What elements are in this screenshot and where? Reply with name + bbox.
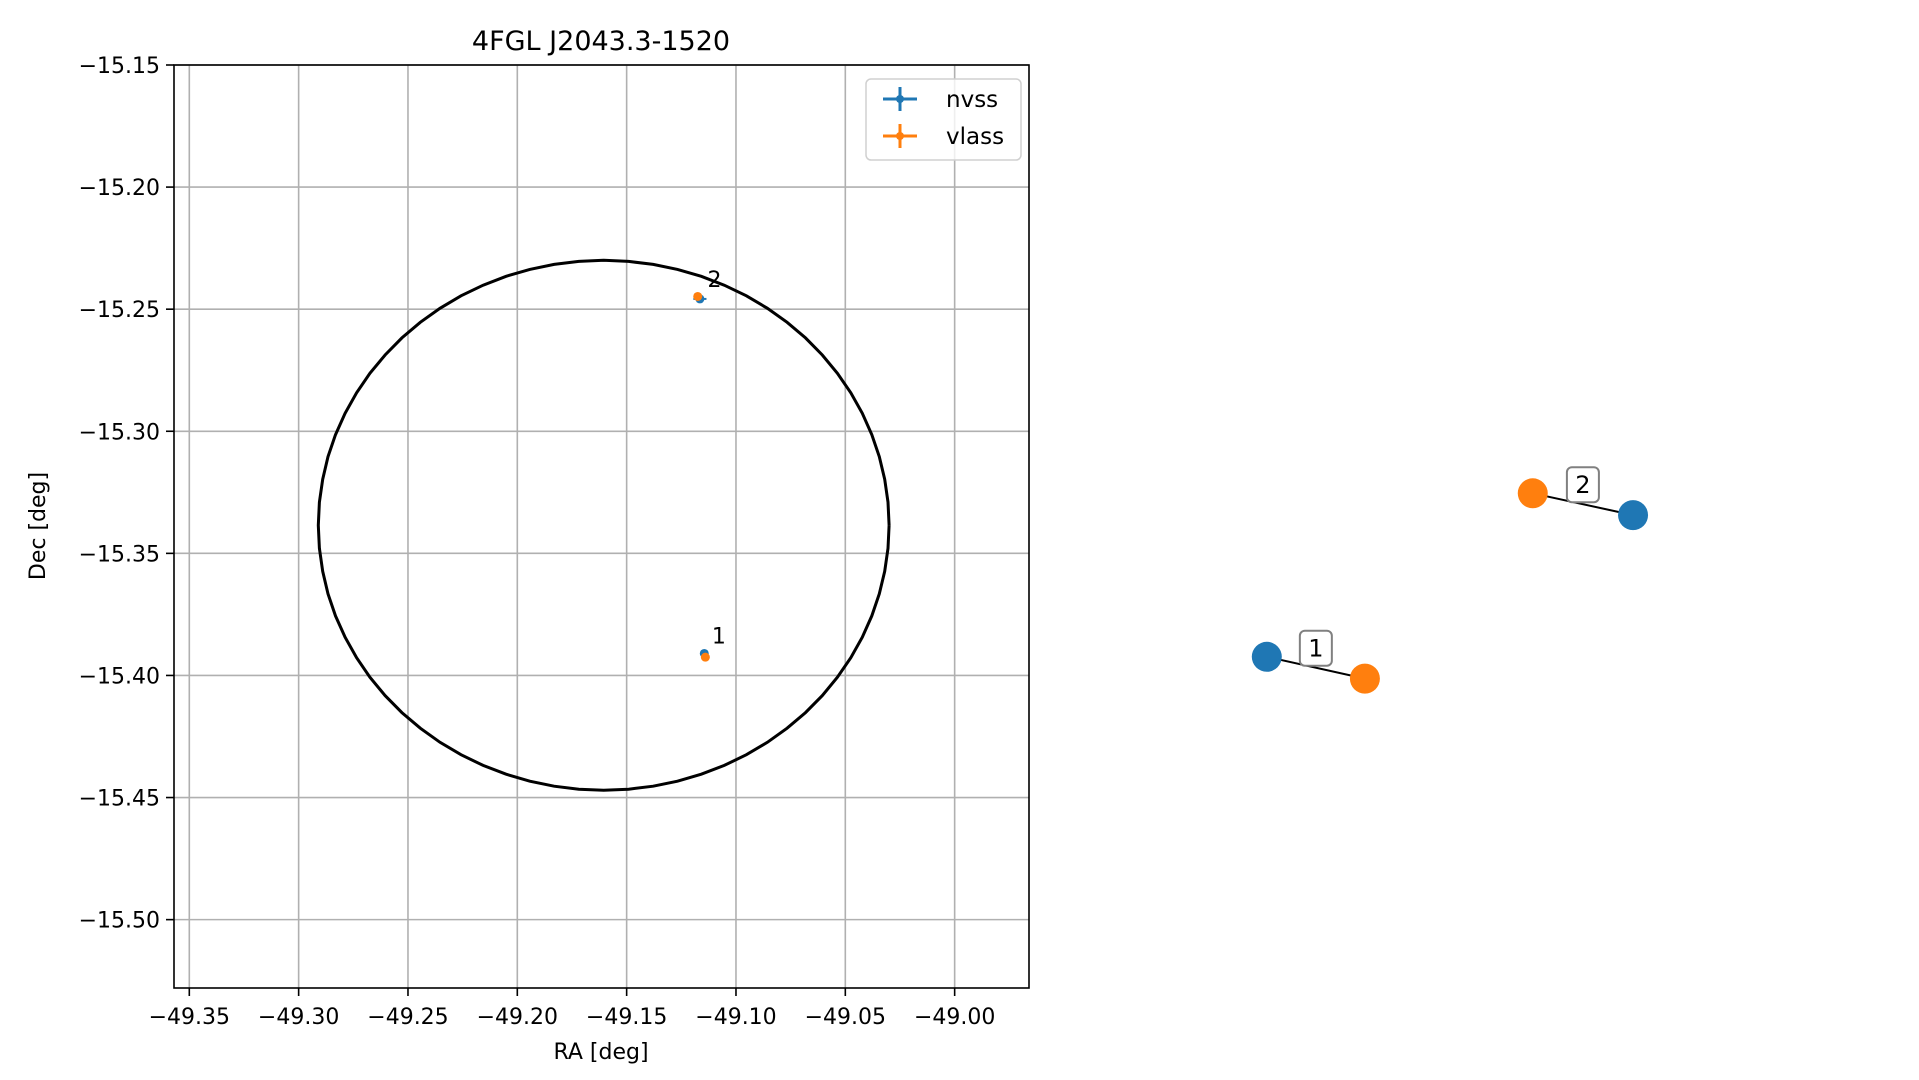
x-tick-label: −49.30: [258, 1005, 339, 1030]
point-vlass-1: [700, 652, 710, 662]
plot-frame: [173, 64, 1030, 989]
legend-label-nvss: nvss: [946, 87, 998, 113]
x-tick-label: −49.10: [695, 1005, 776, 1030]
grid-lines: [174, 64, 1029, 988]
pair-label-1: 1: [1298, 629, 1333, 667]
error-ellipse-line: [316, 258, 891, 792]
y-tick-label: −15.50: [79, 909, 160, 934]
legend-label-vlass: vlass: [946, 124, 1004, 150]
x-tick-label: −49.35: [149, 1005, 230, 1030]
svg-text:1: 1: [1308, 635, 1323, 663]
y-axis: −15.15 −15.20 −15.25 −15.30 −15.35 −15.40 −15.…: [79, 54, 174, 934]
data-points: [693, 291, 710, 662]
point-marker: [693, 291, 703, 301]
vlass-node: [1349, 663, 1380, 694]
nvss-node: [1251, 641, 1282, 672]
y-axis-label: Dec [deg]: [26, 472, 51, 580]
match-label-2: 2: [708, 268, 722, 293]
x-tick-label: −49.00: [914, 1005, 995, 1030]
point-marker: [700, 652, 710, 662]
x-tick-label: −49.20: [477, 1005, 558, 1030]
point-annotations: 12: [708, 268, 726, 650]
y-tick-label: −15.30: [79, 420, 160, 445]
match-label-1: 1: [712, 625, 726, 650]
nvss-node: [1618, 500, 1649, 531]
x-axis-label: RA [deg]: [553, 1040, 648, 1065]
point-vlass-2: [693, 291, 703, 301]
svg-text:2: 2: [1575, 471, 1590, 499]
x-tick-label: −49.15: [586, 1005, 667, 1030]
x-tick-label: −49.05: [805, 1005, 886, 1030]
error-ellipse: [316, 258, 891, 792]
pair-1: 1: [1251, 629, 1380, 694]
pair-label-2: 2: [1565, 466, 1600, 504]
vlass-node: [1517, 478, 1548, 509]
pair-edge: [1266, 655, 1366, 680]
y-tick-label: −15.25: [79, 298, 160, 323]
y-tick-label: −15.20: [79, 176, 160, 201]
y-tick-label: −15.15: [79, 54, 160, 79]
legend-marker-nvss: [883, 87, 917, 111]
pair-2: 2: [1517, 466, 1649, 531]
x-tick-label: −49.25: [367, 1005, 448, 1030]
pair-edge: [1532, 492, 1634, 517]
y-tick-label: −15.35: [79, 542, 160, 567]
legend: nvss vlass: [865, 78, 1022, 161]
legend-marker-vlass: [883, 124, 917, 148]
y-tick-label: −15.45: [79, 787, 160, 812]
y-tick-label: −15.40: [79, 664, 160, 689]
match-diagram: 21: [1251, 466, 1649, 694]
x-axis: −49.35 −49.30 −49.25 −49.20 −49.15 −49.10 −49.…: [149, 988, 995, 1030]
chart-title: 4FGL J2043.3-1520: [472, 26, 730, 57]
sky-position-chart: 4FGL J2043.3-1520 12 −49.35 −49.30 −49.25−…: [26, 26, 1030, 1065]
